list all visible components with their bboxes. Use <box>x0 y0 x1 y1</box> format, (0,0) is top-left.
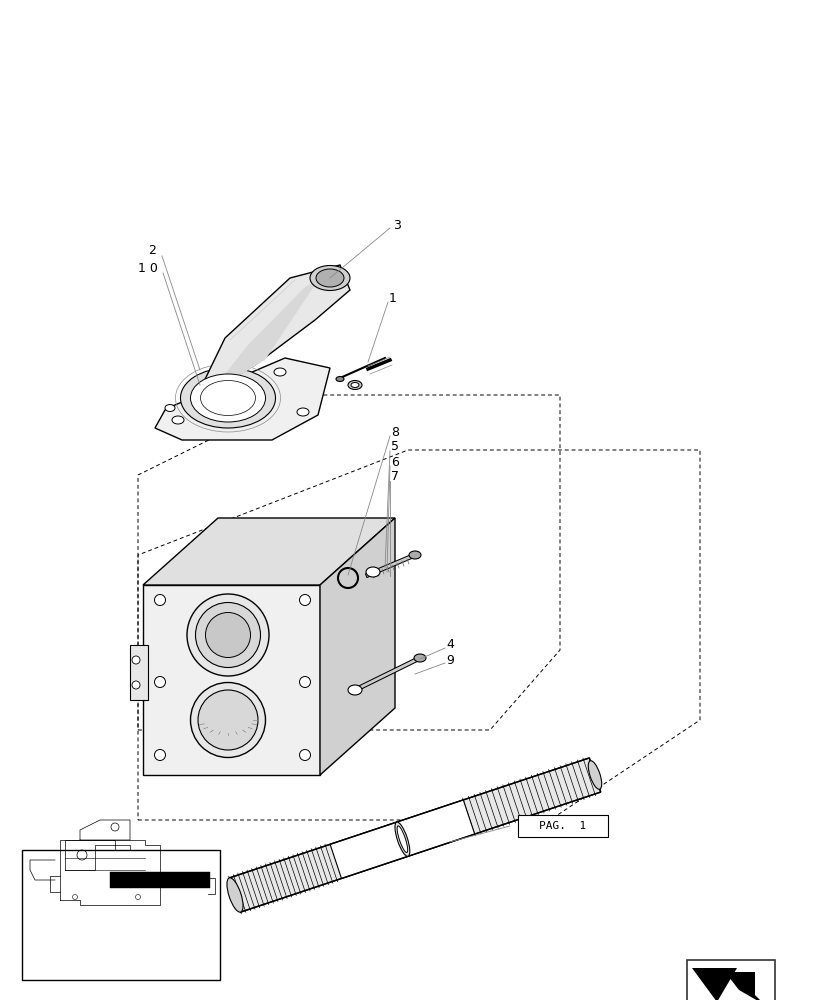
Bar <box>686 960 774 1000</box>
Ellipse shape <box>187 594 269 676</box>
Ellipse shape <box>347 685 361 695</box>
Ellipse shape <box>397 826 407 853</box>
Ellipse shape <box>347 380 361 389</box>
Polygon shape <box>143 518 394 585</box>
Polygon shape <box>229 758 600 912</box>
Polygon shape <box>724 972 764 1000</box>
Ellipse shape <box>131 681 140 689</box>
Ellipse shape <box>274 368 285 376</box>
Polygon shape <box>155 358 330 440</box>
Ellipse shape <box>180 368 275 428</box>
Text: 6: 6 <box>390 456 399 468</box>
Ellipse shape <box>309 265 350 290</box>
Text: 3: 3 <box>393 219 400 232</box>
Ellipse shape <box>409 551 420 559</box>
Text: 5: 5 <box>390 440 399 454</box>
Ellipse shape <box>172 416 184 424</box>
Ellipse shape <box>394 822 409 856</box>
Text: 1 0: 1 0 <box>138 261 158 274</box>
Ellipse shape <box>316 269 343 287</box>
Polygon shape <box>143 585 319 775</box>
Polygon shape <box>130 645 148 700</box>
Text: 2: 2 <box>148 244 155 257</box>
Ellipse shape <box>366 567 380 577</box>
Polygon shape <box>319 518 394 775</box>
Text: 9: 9 <box>446 654 453 666</box>
Ellipse shape <box>351 382 359 387</box>
Text: 1: 1 <box>389 292 396 304</box>
Ellipse shape <box>299 594 310 605</box>
Bar <box>22 850 220 980</box>
Text: 4: 4 <box>446 638 453 652</box>
Ellipse shape <box>165 404 174 412</box>
Ellipse shape <box>414 654 425 662</box>
Ellipse shape <box>198 690 258 750</box>
Ellipse shape <box>336 376 343 381</box>
Bar <box>518 815 607 837</box>
Ellipse shape <box>155 676 165 688</box>
Ellipse shape <box>587 761 601 789</box>
Ellipse shape <box>155 594 165 605</box>
Polygon shape <box>210 270 340 393</box>
Ellipse shape <box>205 612 251 658</box>
Ellipse shape <box>297 408 308 416</box>
Ellipse shape <box>299 676 310 688</box>
Ellipse shape <box>131 656 140 664</box>
Polygon shape <box>330 800 474 878</box>
Ellipse shape <box>190 682 265 758</box>
Text: PAG.  1: PAG. 1 <box>538 821 586 831</box>
Ellipse shape <box>195 602 261 668</box>
Text: 8: 8 <box>390 426 399 438</box>
Text: 7: 7 <box>390 471 399 484</box>
Ellipse shape <box>155 750 165 760</box>
Bar <box>110 872 210 888</box>
Ellipse shape <box>190 374 265 422</box>
Polygon shape <box>691 968 736 1000</box>
Ellipse shape <box>227 878 243 912</box>
Ellipse shape <box>299 750 310 760</box>
Polygon shape <box>195 265 350 400</box>
